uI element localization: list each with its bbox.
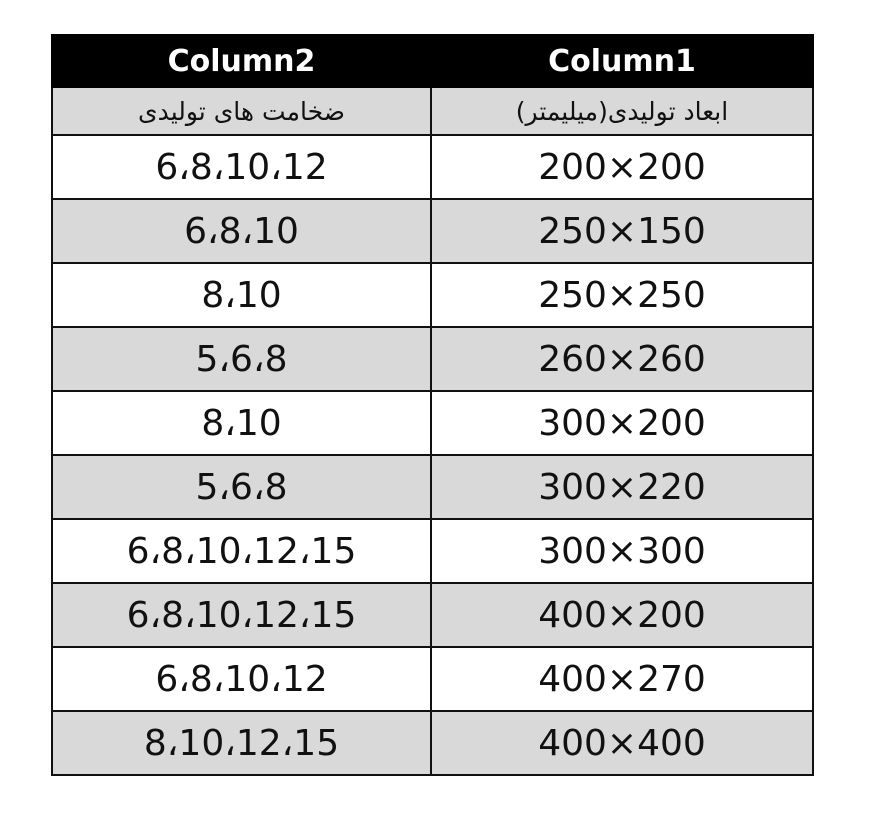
dimensions-cell: 250×150 (430, 198, 814, 264)
subheader-thickness: ضخامت های تولیدی (51, 86, 432, 136)
thickness-cell: 5،6،8 (51, 326, 432, 392)
dimensions-cell: 300×300 (430, 518, 814, 584)
thickness-cell: 6،8،10 (51, 198, 432, 264)
subheader-row: ضخامت های تولیدی ابعاد تولیدی(میلیمتر) (51, 86, 814, 136)
thickness-cell: 8،10 (51, 390, 432, 456)
table-row: 6،8،10،12،15 300×300 (51, 518, 814, 584)
table-row: 8،10،12،15 400×400 (51, 710, 814, 776)
dimensions-cell: 400×270 (430, 646, 814, 712)
header-row: Column2 Column1 (51, 34, 814, 88)
table-row: 5،6،8 300×220 (51, 454, 814, 520)
table-row: 6،8،10،12 200×200 (51, 134, 814, 200)
dimensions-cell: 300×220 (430, 454, 814, 520)
dimensions-cell: 400×200 (430, 582, 814, 648)
dimensions-cell: 260×260 (430, 326, 814, 392)
dimensions-cell: 300×200 (430, 390, 814, 456)
thickness-cell: 8،10 (51, 262, 432, 328)
thickness-cell: 6،8،10،12 (51, 134, 432, 200)
table-row: 8،10 300×200 (51, 390, 814, 456)
table-row: 5،6،8 260×260 (51, 326, 814, 392)
subheader-dimensions: ابعاد تولیدی(میلیمتر) (430, 86, 814, 136)
table-row: 6،8،10،12،15 400×200 (51, 582, 814, 648)
thickness-cell: 6،8،10،12،15 (51, 518, 432, 584)
dimensions-cell: 200×200 (430, 134, 814, 200)
thickness-cell: 6،8،10،12 (51, 646, 432, 712)
table-row: 6،8،10 250×150 (51, 198, 814, 264)
data-table: Column2 Column1 ضخامت های تولیدی ابعاد ت… (51, 34, 814, 776)
table-row: 6،8،10،12 400×270 (51, 646, 814, 712)
dimensions-cell: 250×250 (430, 262, 814, 328)
thickness-cell: 5،6،8 (51, 454, 432, 520)
dimensions-cell: 400×400 (430, 710, 814, 776)
table-row: 8،10 250×250 (51, 262, 814, 328)
header-column1: Column1 (430, 34, 814, 88)
thickness-cell: 8،10،12،15 (51, 710, 432, 776)
thickness-cell: 6،8،10،12،15 (51, 582, 432, 648)
header-column2: Column2 (51, 34, 432, 88)
